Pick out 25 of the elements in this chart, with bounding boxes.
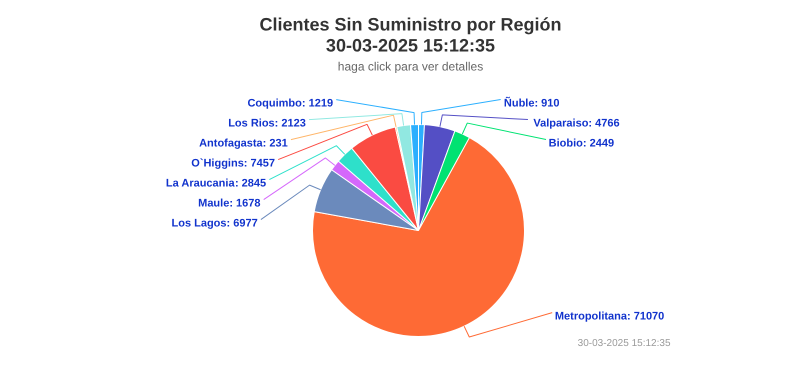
data-label: : 1219 [302,98,334,110]
data-label: : 6977 [226,218,258,230]
slice-label: Maule [198,198,230,210]
slice-label: Coquimbo [247,98,302,110]
data-label: : 910 [534,98,560,110]
slice-label: Los Rios [228,118,275,130]
slice-label: O`Higgins [191,158,244,170]
slice-label: Los Lagos [172,218,227,230]
data-label: : 4766 [588,118,620,130]
data-label: : 2123 [274,118,306,130]
slice-label: Metropolitana [554,310,628,323]
chart-subtitle: haga click para ver detalles [338,60,484,74]
chart-title: Clientes Sin Suministro por Región 30-03-2025 15:12:35 [259,14,562,56]
slice-label: La Araucania [166,178,236,190]
slice-label: Valparaiso [533,118,589,130]
slice-label: Ñuble [504,96,534,110]
data-label: : 2845 [234,178,266,190]
text: 30-03-2025 15:12:35 [578,338,671,349]
data-label: : 2449 [582,138,614,150]
data-label: : 231 [262,138,288,150]
slice-label: Biobio [548,138,584,150]
data-label: : 71070 [626,310,664,323]
data-label: : 7457 [244,158,276,170]
slice-label: Antofagasta [199,138,264,150]
data-label: : 1678 [229,198,261,210]
